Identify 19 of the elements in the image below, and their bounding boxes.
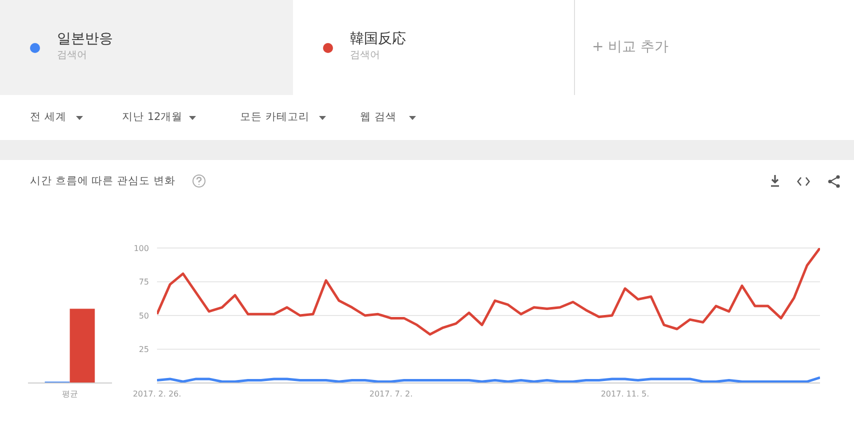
text: 전 세계 <box>30 110 66 124</box>
y-tick-label: 50 <box>138 311 149 320</box>
x-tick-label: 2017. 7. 2. <box>369 390 413 399</box>
text: 모든 카테고리 <box>240 110 310 124</box>
text: 지난 12개월 <box>122 110 183 124</box>
chart-title: 시간 흐름에 따른 관심도 변화 <box>30 174 176 188</box>
x-tick-label: 2017. 2. 26. <box>132 390 182 399</box>
text: 검색어 <box>57 49 88 62</box>
line-series <box>157 248 820 336</box>
x-tick-label: 평균 <box>62 390 78 399</box>
text: 검색어 <box>350 49 381 62</box>
legend-label: 韓国反応 <box>350 30 406 48</box>
y-tick-label: 100 <box>134 244 149 253</box>
legend-label: 일본반응 <box>57 30 113 48</box>
text: + 비교 추가 <box>592 38 669 56</box>
y-tick-label: 75 <box>138 278 149 287</box>
x-tick-label: 2017. 11. 5. <box>600 390 650 399</box>
y-tick-label: 25 <box>138 345 149 354</box>
text: 웹 검색 <box>360 110 396 124</box>
